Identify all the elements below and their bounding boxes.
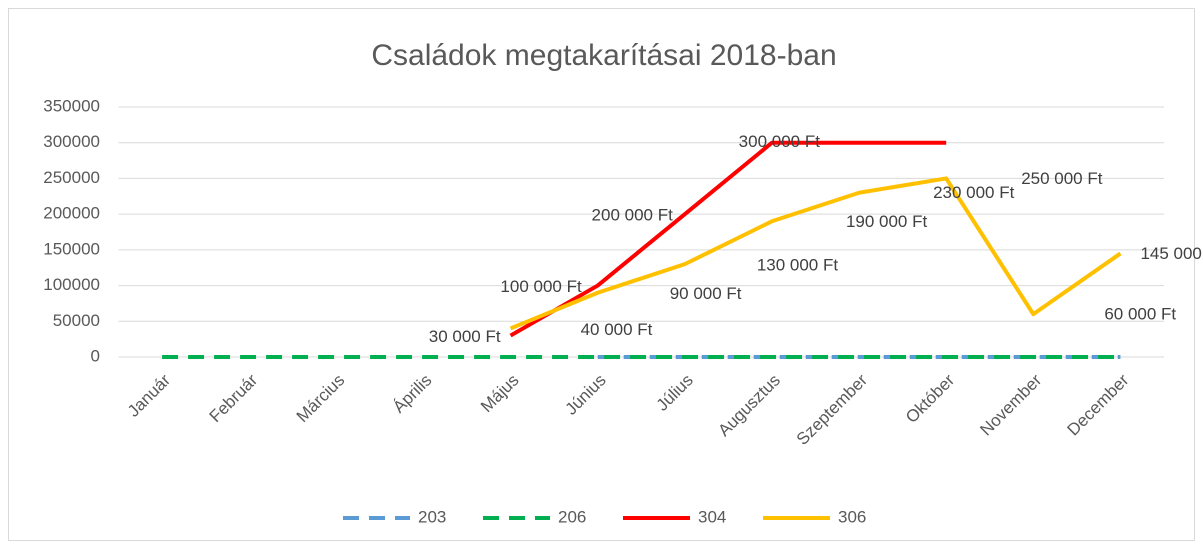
data-label: 190 000 Ft	[846, 212, 928, 231]
data-label: 250 000 Ft	[1021, 169, 1103, 188]
y-tick-label: 300000	[43, 132, 100, 151]
y-tick-label: 250000	[43, 168, 100, 187]
legend-label: 304	[698, 507, 726, 526]
data-label: 100 000 Ft	[500, 277, 582, 296]
data-label: 90 000 Ft	[670, 284, 742, 303]
y-tick-label: 200000	[43, 204, 100, 223]
series-line	[509, 176, 1122, 331]
chart-border	[8, 8, 1195, 541]
series-line	[509, 140, 947, 338]
legend-label: 203	[418, 507, 446, 526]
y-tick-label: 0	[91, 346, 100, 365]
y-tick-label: 350000	[43, 96, 100, 115]
y-tick-label: 50000	[53, 311, 100, 330]
data-label: 60 000 Ft	[1104, 305, 1176, 324]
data-label: 145 000 Ft	[1140, 244, 1203, 263]
data-label: 40 000 Ft	[581, 320, 653, 339]
data-label: 200 000 Ft	[592, 206, 674, 225]
y-tick-label: 150000	[43, 239, 100, 258]
data-label: 300 000 Ft	[739, 132, 821, 151]
chart-title: Családok megtakarításai 2018-ban	[371, 39, 836, 72]
data-label: 30 000 Ft	[429, 327, 501, 346]
data-label: 130 000 Ft	[757, 256, 839, 275]
legend-label: 206	[558, 507, 586, 526]
y-tick-label: 100000	[43, 275, 100, 294]
data-label: 230 000 Ft	[933, 183, 1015, 202]
legend-label: 306	[838, 507, 866, 526]
